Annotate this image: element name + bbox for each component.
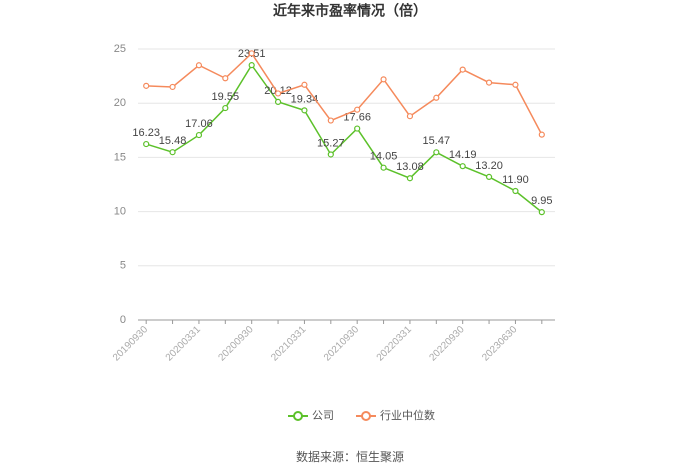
- point: [274, 90, 282, 97]
- data-label: 14.05: [370, 151, 398, 163]
- point: [169, 83, 176, 91]
- point: [327, 117, 334, 124]
- x-tick-label: 20200331: [164, 324, 204, 364]
- legend-label: 行业中位数: [380, 408, 435, 422]
- data-label: 19.34: [291, 93, 319, 105]
- point: [195, 131, 203, 139]
- point: [274, 98, 282, 105]
- point: [459, 66, 466, 73]
- point: [169, 149, 176, 156]
- data-label: 17.06: [185, 118, 213, 130]
- point: [380, 76, 387, 83]
- point: [301, 107, 308, 114]
- x-tick-label: 20200930: [216, 324, 256, 364]
- y-tick-label: 15: [114, 151, 126, 163]
- data-label: 17.66: [343, 111, 371, 123]
- x-tick-label: 20220930: [427, 324, 467, 364]
- data-label: 9.95: [531, 195, 552, 207]
- data-label: 13.20: [475, 160, 503, 172]
- data-label: 11.90: [502, 174, 529, 186]
- x-tick-label: 20210930: [322, 324, 362, 364]
- legend-swatch: [293, 411, 303, 421]
- y-tick-label: 25: [114, 43, 126, 55]
- point: [459, 163, 466, 170]
- data-label: 15.47: [423, 135, 451, 147]
- y-tick-label: 5: [120, 260, 126, 272]
- data-label: 14.19: [449, 149, 477, 161]
- point: [248, 50, 255, 57]
- y-tick-label: 20: [114, 97, 126, 109]
- point: [222, 75, 229, 82]
- data-label: 15.48: [159, 135, 187, 147]
- point: [538, 131, 545, 138]
- point: [327, 151, 334, 158]
- series-line: [145, 63, 543, 213]
- point: [512, 187, 519, 195]
- source: 数据来源：恒生聚源: [296, 449, 404, 464]
- data-label: 15.27: [317, 137, 345, 149]
- x-tick-label: 20230630: [480, 324, 520, 364]
- point: [301, 81, 308, 88]
- point: [354, 125, 361, 132]
- point: [143, 82, 150, 89]
- point: [538, 209, 545, 216]
- legend-label: 公司: [312, 410, 334, 422]
- legend-swatch: [361, 411, 371, 421]
- point: [248, 62, 255, 69]
- y-tick-label: 0: [120, 314, 126, 326]
- chart-title: 近年来市盈率情况（倍）: [273, 3, 427, 19]
- point: [433, 94, 440, 101]
- x-tick-label: 20190930: [111, 324, 151, 364]
- x-tick-label: 20210331: [269, 324, 309, 364]
- data-label: 16.23: [132, 127, 160, 139]
- series-line: [146, 52, 543, 135]
- point: [433, 149, 440, 156]
- data-label: 13.08: [396, 161, 424, 173]
- y-tick-label: 10: [114, 206, 126, 218]
- point: [195, 62, 203, 69]
- point: [380, 164, 387, 171]
- data-label: 19.55: [212, 91, 240, 103]
- point: [143, 140, 150, 148]
- x-tick-label: 20220331: [375, 324, 415, 364]
- point: [222, 104, 229, 112]
- point: [406, 113, 414, 120]
- point: [406, 175, 414, 182]
- point: [485, 173, 493, 181]
- point: [512, 81, 519, 88]
- point: [485, 79, 493, 86]
- point: [354, 106, 361, 113]
